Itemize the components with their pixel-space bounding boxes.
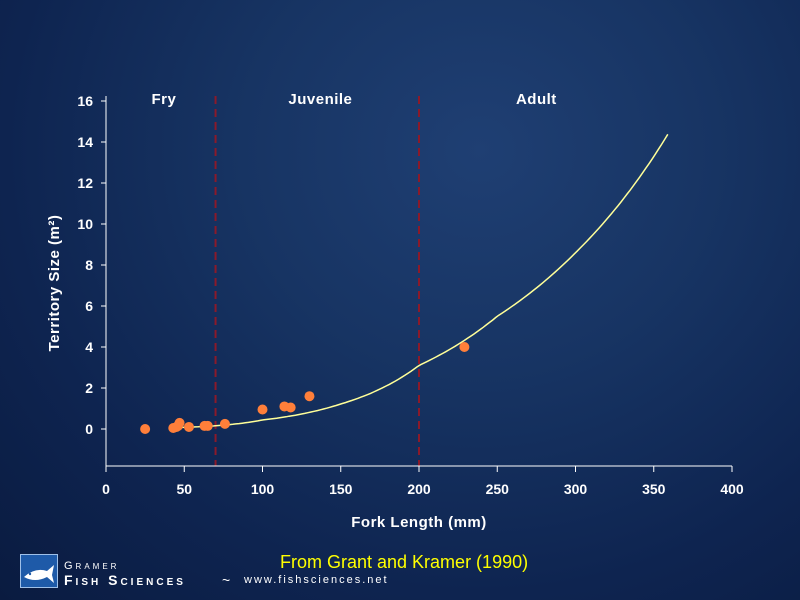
company-name-top: Gramer (64, 560, 120, 572)
stage-boundaries (214, 96, 420, 466)
x-axis-title: Fork Length (mm) (351, 514, 487, 531)
x-tick-label: 200 (407, 481, 431, 497)
company-name-main: Fish Sciences (64, 572, 186, 588)
data-point (459, 342, 470, 352)
data-point (285, 402, 296, 413)
fit-curve (176, 133, 669, 429)
data-point (257, 404, 268, 415)
stage-label-adult: Adult (516, 91, 557, 108)
company-separator: ~ (222, 572, 231, 588)
x-tick-label: 0 (102, 481, 110, 497)
x-tick-label: 250 (486, 481, 510, 497)
data-point (174, 417, 185, 428)
x-tick-label: 50 (176, 481, 192, 497)
y-tick-label: 0 (85, 421, 93, 437)
data-point (219, 418, 230, 429)
company-url: www.fishsciences.net (244, 574, 389, 586)
x-tick-label: 100 (251, 481, 275, 497)
y-tick-label: 10 (77, 216, 93, 232)
data-point (304, 391, 315, 402)
x-ticks: 0 50 100 150 200 250 300 350 400 (102, 466, 744, 497)
stage-labels: Fry Juvenile Adult (151, 91, 556, 108)
x-tick-label: 350 (642, 481, 666, 497)
y-tick-label: 14 (77, 134, 93, 150)
stage-label-fry: Fry (151, 91, 176, 108)
fit-curve-line (176, 133, 669, 429)
x-tick-label: 300 (564, 481, 588, 497)
data-points (140, 342, 470, 434)
source-note: From Grant and Kramer (1990) (280, 552, 529, 572)
y-axis-title: Territory Size (m²) (46, 215, 63, 352)
stage-label-juvenile: Juvenile (288, 91, 352, 108)
fish-logo-icon (20, 554, 58, 588)
y-tick-label: 4 (85, 339, 93, 355)
y-ticks: 0 2 4 6 8 10 12 14 16 (77, 93, 106, 437)
x-tick-label: 150 (329, 481, 353, 497)
company-logo: Gramer Fish Sciences ~ www.fishsciences.… (20, 552, 440, 592)
y-tick-label: 2 (85, 380, 93, 396)
x-tick-label: 400 (720, 481, 744, 497)
y-tick-label: 16 (77, 93, 93, 109)
y-tick-label: 12 (77, 175, 93, 191)
data-point (183, 421, 194, 432)
data-point (140, 424, 151, 434)
y-tick-label: 8 (85, 257, 93, 273)
y-tick-label: 6 (85, 298, 93, 314)
data-point (202, 420, 213, 431)
